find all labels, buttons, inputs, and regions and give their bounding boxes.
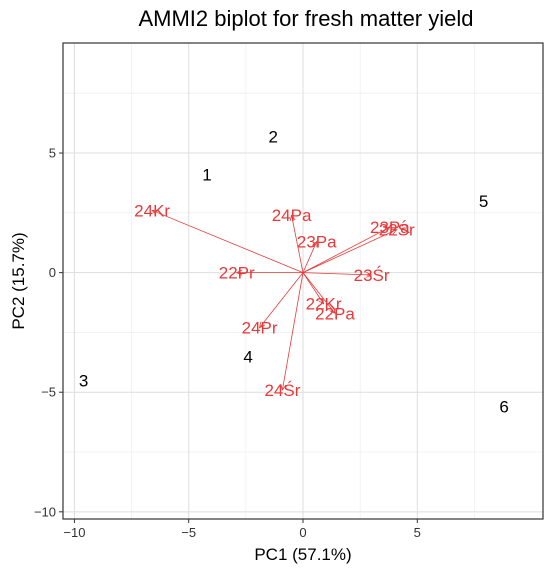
y-tick-label: 5 <box>49 146 56 161</box>
x-tick-label: 0 <box>299 525 306 540</box>
environment-label: 23Pa <box>297 233 337 252</box>
environment-arrow <box>302 272 324 304</box>
environment-arrowhead <box>318 297 325 305</box>
environment-label: 22Pa <box>315 304 355 323</box>
x-tick-label: −10 <box>63 525 85 540</box>
environment-arrowhead <box>365 271 373 278</box>
environment-arrow <box>151 210 304 273</box>
genotype-label: 4 <box>243 347 252 366</box>
chart-title: AMMI2 biplot for fresh matter yield <box>138 6 473 31</box>
genotype-label: 5 <box>479 192 488 211</box>
environment-arrow <box>302 272 372 276</box>
environment-label: 24Pr <box>242 319 278 338</box>
environment-arrow <box>282 272 304 390</box>
x-axis-title: PC1 (57.1%) <box>254 545 351 564</box>
environment-arrowhead <box>235 269 243 276</box>
axis-ticks: −10 −5 0 5 −10 −5 0 5 <box>34 146 421 540</box>
y-axis-title: PC2 (15.7%) <box>9 232 28 329</box>
y-tick-label: −10 <box>34 504 56 519</box>
environment-arrow <box>291 215 304 273</box>
environment-label: 24Śr <box>264 381 300 400</box>
genotype-label: 6 <box>499 398 508 417</box>
y-tick-label: 0 <box>49 265 56 280</box>
environment-arrowhead <box>311 240 318 248</box>
environment-arrow <box>302 272 336 314</box>
genotype-label: 1 <box>202 166 211 185</box>
environment-arrowhead <box>329 307 336 315</box>
environment-label: 22Kr <box>306 295 342 314</box>
environment-label: 24Pa <box>272 206 312 225</box>
environment-arrow <box>302 226 391 273</box>
environment-arrow <box>302 229 397 273</box>
grid <box>63 43 543 519</box>
environment-arrow <box>302 241 318 273</box>
x-tick-label: 5 <box>414 525 421 540</box>
environment-arrowhead <box>280 383 287 391</box>
environment-arrowhead <box>259 321 266 329</box>
environment-arrowhead <box>151 209 159 216</box>
environment-arrowhead <box>390 229 398 235</box>
genotype-label: 3 <box>79 371 88 390</box>
x-tick-label: −5 <box>181 525 196 540</box>
environment-vectors <box>151 209 398 391</box>
environment-label: 22Pr <box>219 264 255 283</box>
genotype-label: 2 <box>269 127 278 146</box>
environment-label: 24Kr <box>134 201 170 220</box>
environment-label: 22Śr <box>379 221 415 240</box>
y-tick-label: −5 <box>41 385 56 400</box>
environment-label: 23Śr <box>354 266 390 285</box>
environment-arrow <box>259 272 304 328</box>
environment-arrowhead <box>289 214 296 222</box>
environment-arrowhead <box>383 226 391 233</box>
environment-label: 23Pa <box>370 218 410 237</box>
